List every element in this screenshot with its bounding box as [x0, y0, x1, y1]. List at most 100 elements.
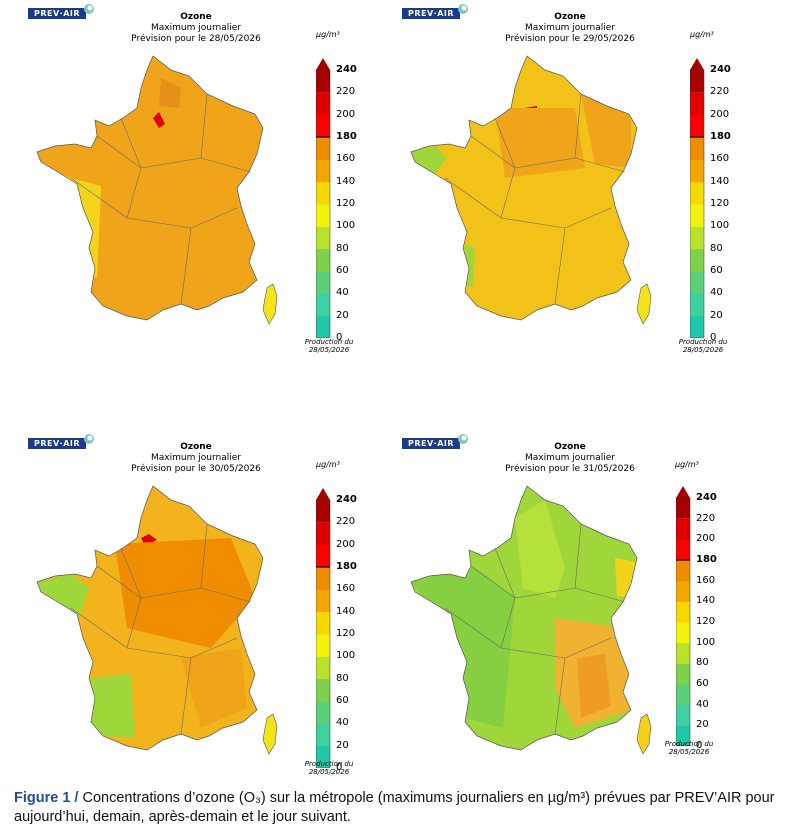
panel-title: Ozone	[554, 442, 586, 452]
region-border	[444, 607, 502, 649]
corsica-shape	[636, 713, 652, 755]
colorbar-frame	[690, 69, 705, 338]
region-border	[444, 177, 502, 219]
panel-date: Prévision pour le 29/05/2026	[505, 34, 635, 44]
colorbar	[316, 488, 331, 768]
colorbar-tick-label: 80	[336, 672, 349, 684]
ozone-zone	[153, 112, 165, 128]
colorbar-tick-label: 80	[696, 657, 709, 669]
colorbar-tick-label: 200	[710, 108, 730, 120]
colorbar-segment	[316, 181, 330, 205]
panel-title: Ozone	[180, 442, 212, 452]
panel-subtitle: Maximum journalier	[525, 453, 615, 463]
colorbar-tick-label: 200	[336, 538, 356, 550]
prevair-logo: PREV·AIR	[402, 438, 460, 449]
colorbar-segment	[316, 522, 330, 546]
region-border	[574, 93, 582, 159]
colorbar-segment	[316, 114, 330, 138]
colorbar	[676, 486, 691, 746]
colorbar-segment	[316, 137, 330, 160]
map-panel-4: PREV·AIR Ozone Maximum journalier Prévis…	[400, 434, 780, 808]
colorbar-tick-label: 220	[696, 512, 716, 524]
corsica-shape	[262, 283, 278, 325]
region-border	[180, 227, 192, 305]
france-outline	[411, 56, 637, 320]
colorbar-segment	[690, 271, 704, 294]
caption-text: Concentrations d’ozone (O₃) sur la métro…	[14, 790, 775, 825]
colorbar-tick-label: 140	[710, 175, 730, 187]
colorbar-frame	[316, 499, 331, 768]
production-note: Production du 28/05/2026	[304, 760, 354, 776]
colorbar-tick-label: 40	[336, 717, 349, 729]
colorbar-tick-label: 40	[336, 287, 349, 299]
region-border	[200, 523, 208, 589]
colorbar	[316, 58, 331, 338]
colorbar-segment	[316, 315, 330, 338]
ozone-zone	[91, 674, 135, 738]
region-border	[470, 565, 516, 599]
colorbar-tick-label: 220	[336, 516, 356, 528]
logo-swirl-icon	[84, 4, 94, 14]
ozone-zone	[61, 174, 103, 278]
colorbar-segment	[676, 684, 690, 706]
panel-date: Prévision pour le 28/05/2026	[131, 34, 261, 44]
colorbar-segment	[676, 560, 690, 582]
panel-title-block: Ozone Maximum journalier Prévision pour …	[86, 12, 306, 45]
colorbar-segment	[316, 58, 330, 93]
colorbar-segment	[690, 181, 704, 205]
panel-date: Prévision pour le 30/05/2026	[131, 464, 261, 474]
colorbar-segment	[316, 293, 330, 317]
ozone-zone	[37, 574, 89, 618]
panel-subtitle: Maximum journalier	[151, 23, 241, 33]
colorbar-segment	[690, 315, 704, 338]
colorbar-tick-label: 160	[696, 574, 716, 586]
colorbar-tick-label: 20	[336, 309, 349, 321]
production-note: Production du 28/05/2026	[664, 740, 714, 756]
region-border	[70, 177, 128, 219]
colorbar-segment	[676, 622, 690, 644]
map-panel-3: PREV·AIR Ozone Maximum journalier Prévis…	[26, 434, 406, 808]
colorbar-segment	[316, 656, 330, 680]
colorbar-tick-label: 240	[696, 492, 717, 503]
ozone-zone	[615, 558, 637, 598]
colorbar-segment	[316, 488, 330, 523]
colorbar-tick-label: 140	[336, 175, 356, 187]
colorbar-tick-label: 0	[336, 762, 343, 773]
colorbar-segment	[676, 539, 690, 561]
panel-title: Ozone	[180, 12, 212, 22]
colorbar-segment	[676, 601, 690, 623]
figure-caption: Figure 1 / Concentrations d’ozone (O₃) s…	[14, 789, 784, 827]
colorbar-segment	[690, 92, 704, 116]
ozone-zone	[97, 168, 201, 298]
colorbar-segment	[676, 704, 690, 726]
colorbar-segment	[690, 226, 704, 250]
colorbar-frame	[316, 69, 331, 338]
france-border	[36, 485, 264, 751]
colorbar-segment	[316, 634, 330, 657]
france-border	[410, 485, 638, 751]
colorbar-segment	[316, 271, 330, 294]
colorbar-segment	[316, 678, 330, 702]
colorbar-segment	[690, 293, 704, 317]
france-ozone-map	[36, 55, 278, 325]
colorbar-segment	[690, 159, 704, 183]
france-border	[410, 55, 638, 321]
prevair-logo: PREV·AIR	[402, 8, 460, 19]
ozone-zone	[159, 78, 181, 108]
france-ozone-map	[410, 55, 652, 325]
colorbar-tick-label: 140	[696, 595, 716, 607]
unit-label: µg/m³	[690, 30, 714, 39]
france-border	[36, 55, 264, 321]
colorbar-segment	[316, 544, 330, 568]
panel-title-block: Ozone Maximum journalier Prévision pour …	[86, 442, 306, 475]
corsica-shape	[636, 283, 652, 325]
colorbar-segment	[676, 580, 690, 602]
colorbar-segment	[676, 642, 690, 664]
colorbar-segment	[316, 204, 330, 227]
colorbar-tick-label: 20	[696, 719, 709, 731]
ozone-zone	[181, 648, 247, 728]
colorbar-tick-label: 20	[336, 739, 349, 751]
production-note: Production du 28/05/2026	[304, 338, 354, 354]
colorbar-tick-label: 160	[336, 153, 356, 165]
colorbar-segment	[676, 663, 690, 685]
